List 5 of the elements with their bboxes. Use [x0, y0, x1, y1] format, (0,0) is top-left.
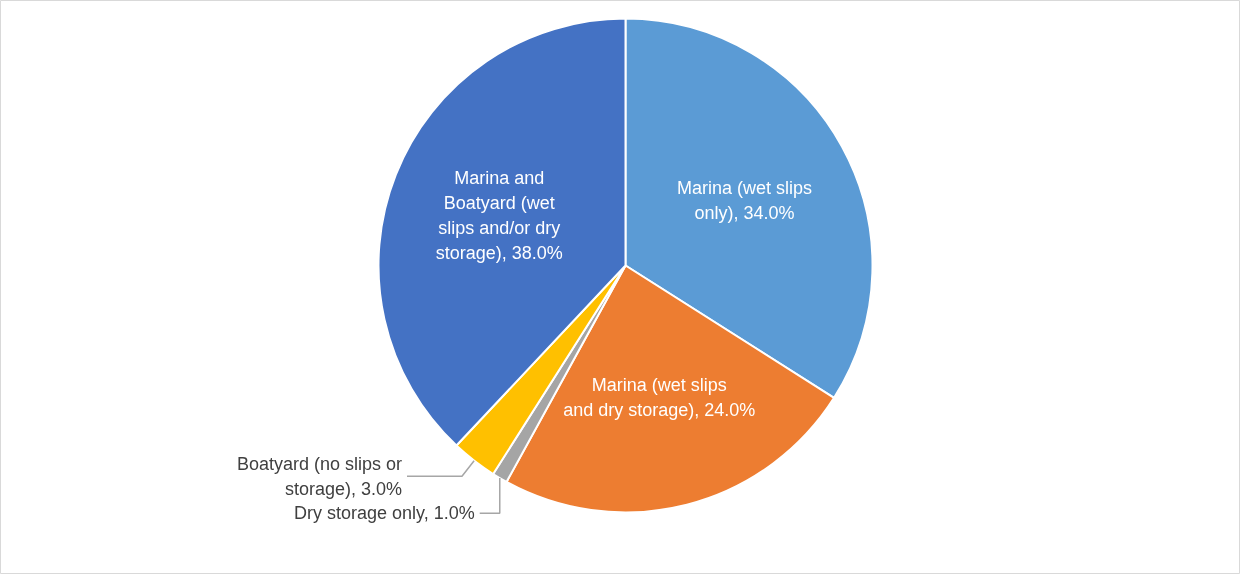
slice-label: Boatyard (no slips or storage), 3.0%	[236, 453, 403, 499]
slice-label: Dry storage only, 1.0%	[293, 503, 475, 524]
slice-label: Marina and Boatyard (wet slips and/or dry storage), 38.0%	[435, 167, 563, 263]
slice-label: Marina (wet slips only), 34.0%	[677, 177, 813, 223]
slice-label: Marina (wet slips and dry storage), 24.0%	[563, 374, 756, 420]
